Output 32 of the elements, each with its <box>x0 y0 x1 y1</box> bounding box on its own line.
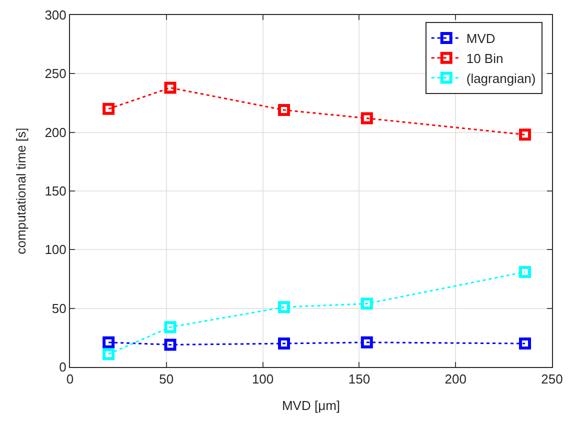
y-tick-label: 300 <box>44 8 66 23</box>
point <box>164 321 176 334</box>
x-tick-label: 200 <box>444 372 466 387</box>
y-tick-label: 150 <box>44 184 66 199</box>
point <box>164 338 176 351</box>
legend-label: MVD <box>466 31 496 46</box>
point <box>278 104 290 116</box>
point <box>519 128 532 141</box>
point <box>278 338 290 350</box>
point <box>519 338 532 350</box>
x-tick-label: 50 <box>159 372 174 387</box>
point <box>360 112 373 124</box>
y-tick-label: 0 <box>59 360 66 375</box>
y-axis-title: computational time [s] <box>14 128 29 254</box>
y-tick-label: 100 <box>44 242 66 258</box>
point <box>519 266 532 278</box>
point <box>164 82 176 94</box>
y-tick-label: 250 <box>44 66 66 82</box>
y-tick-label: 200 <box>44 124 66 140</box>
point <box>102 348 115 360</box>
legend-label: (lagrangian) <box>466 70 536 86</box>
x-tick-label: 250 <box>541 372 563 387</box>
point <box>102 102 115 115</box>
point <box>102 336 115 348</box>
x-tick-label: 150 <box>348 372 370 387</box>
point <box>278 301 290 314</box>
point <box>360 298 373 310</box>
y-tick-label: 50 <box>52 300 66 316</box>
legend-label: 10 Bin <box>466 50 504 66</box>
x-axis-title: MVD [μm] <box>282 398 340 414</box>
point <box>360 336 373 348</box>
x-tick-label: 100 <box>252 372 274 387</box>
